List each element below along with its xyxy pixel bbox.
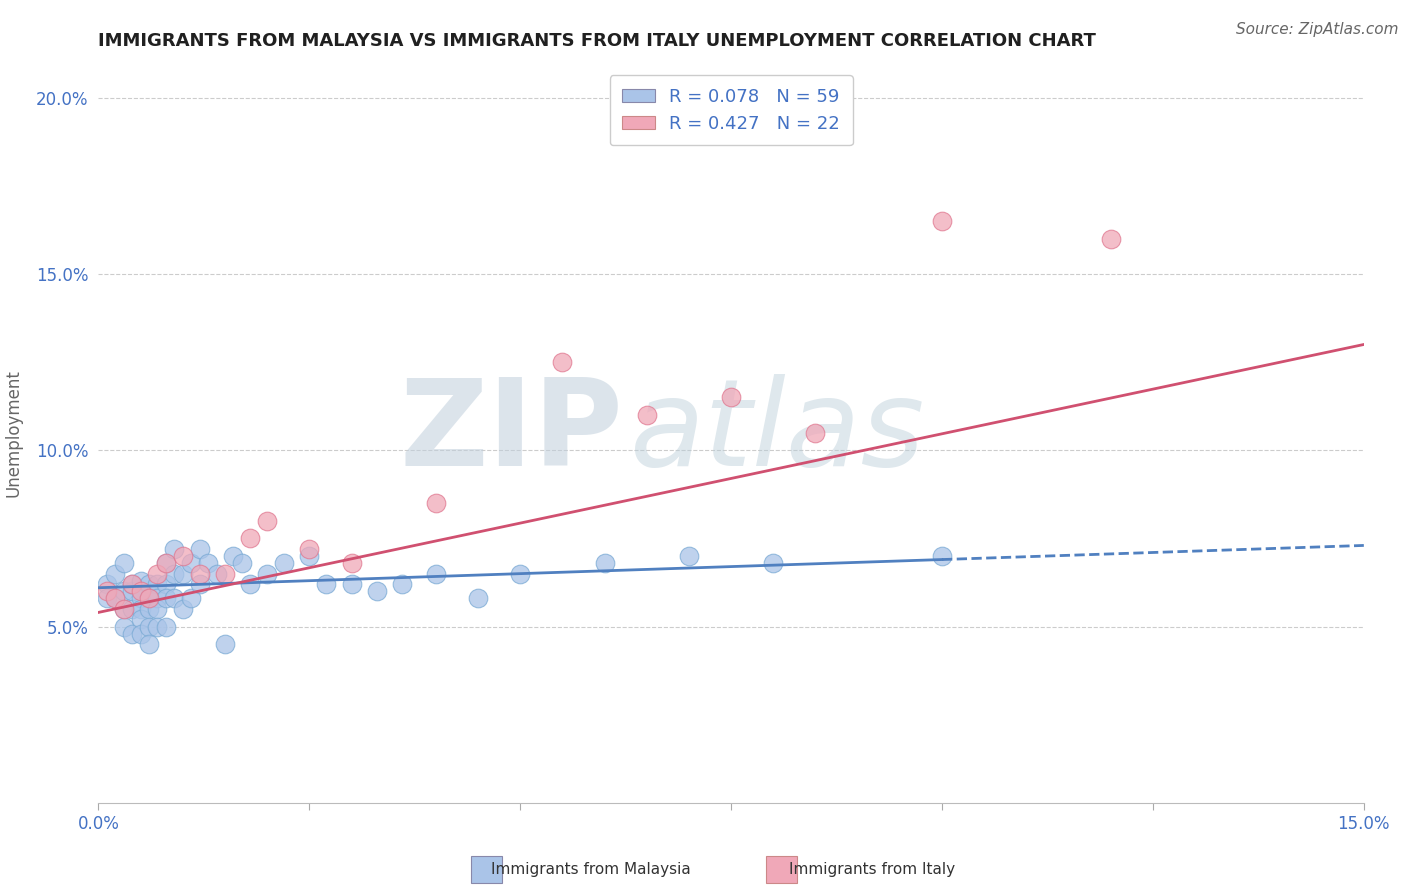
Point xyxy=(155,619,177,633)
Point xyxy=(138,591,160,606)
Text: Source: ZipAtlas.com: Source: ZipAtlas.com xyxy=(1236,22,1399,37)
Point xyxy=(112,584,135,599)
Point xyxy=(720,390,742,404)
Point xyxy=(762,556,785,570)
Point xyxy=(155,577,177,591)
Point xyxy=(231,556,253,570)
Point xyxy=(121,577,143,591)
Point xyxy=(214,637,236,651)
Point xyxy=(163,591,186,606)
Point xyxy=(104,566,127,581)
Point xyxy=(138,591,160,606)
Point xyxy=(112,602,135,616)
Point xyxy=(121,584,143,599)
Point xyxy=(551,355,574,369)
Text: atlas: atlas xyxy=(630,374,925,491)
Point xyxy=(129,584,152,599)
Point xyxy=(146,591,169,606)
Point xyxy=(273,556,295,570)
Point xyxy=(298,541,321,556)
Point xyxy=(104,591,127,606)
Point xyxy=(366,584,388,599)
Point xyxy=(256,514,278,528)
Point xyxy=(1099,232,1122,246)
Point xyxy=(222,549,245,563)
Point xyxy=(104,591,127,606)
Point xyxy=(931,214,953,228)
Point xyxy=(180,556,202,570)
Point xyxy=(298,549,321,563)
Point xyxy=(931,549,953,563)
Point xyxy=(138,619,160,633)
Point xyxy=(188,566,211,581)
Point xyxy=(509,566,531,581)
Point xyxy=(593,556,616,570)
Point xyxy=(163,541,186,556)
Point xyxy=(129,612,152,626)
Text: Immigrants from Italy: Immigrants from Italy xyxy=(789,863,955,877)
Legend: R = 0.078   N = 59, R = 0.427   N = 22: R = 0.078 N = 59, R = 0.427 N = 22 xyxy=(610,75,852,145)
Point xyxy=(214,566,236,581)
Text: IMMIGRANTS FROM MALAYSIA VS IMMIGRANTS FROM ITALY UNEMPLOYMENT CORRELATION CHART: IMMIGRANTS FROM MALAYSIA VS IMMIGRANTS F… xyxy=(98,32,1097,50)
Point xyxy=(188,577,211,591)
Point xyxy=(197,556,219,570)
Point xyxy=(121,577,143,591)
Point xyxy=(138,637,160,651)
Y-axis label: Unemployment: Unemployment xyxy=(4,368,22,497)
Point xyxy=(138,602,160,616)
Point xyxy=(172,549,194,563)
Point xyxy=(804,425,827,440)
Point xyxy=(112,556,135,570)
Point xyxy=(129,602,152,616)
Point xyxy=(121,602,143,616)
Point xyxy=(129,591,152,606)
Point xyxy=(112,619,135,633)
Point xyxy=(391,577,413,591)
Point xyxy=(146,577,169,591)
Point xyxy=(205,566,228,581)
Point xyxy=(146,602,169,616)
Point xyxy=(146,619,169,633)
Text: Immigrants from Malaysia: Immigrants from Malaysia xyxy=(491,863,690,877)
Point xyxy=(256,566,278,581)
Point xyxy=(425,496,447,510)
Point xyxy=(96,577,118,591)
Point xyxy=(315,577,337,591)
Point xyxy=(155,556,177,570)
Point xyxy=(121,626,143,640)
Point xyxy=(129,626,152,640)
Point xyxy=(678,549,700,563)
Point xyxy=(636,408,658,422)
Point xyxy=(129,574,152,588)
Point xyxy=(467,591,489,606)
Point xyxy=(180,591,202,606)
Point xyxy=(96,591,118,606)
Point xyxy=(155,556,177,570)
Point xyxy=(155,591,177,606)
Point xyxy=(112,602,135,616)
Point xyxy=(172,602,194,616)
Point xyxy=(239,532,262,546)
Point xyxy=(172,566,194,581)
Point xyxy=(425,566,447,581)
Point xyxy=(188,541,211,556)
Point xyxy=(340,556,363,570)
Point xyxy=(239,577,262,591)
Point xyxy=(138,577,160,591)
Point xyxy=(163,566,186,581)
Point xyxy=(146,566,169,581)
Text: ZIP: ZIP xyxy=(399,374,623,491)
Point xyxy=(340,577,363,591)
Point xyxy=(96,584,118,599)
